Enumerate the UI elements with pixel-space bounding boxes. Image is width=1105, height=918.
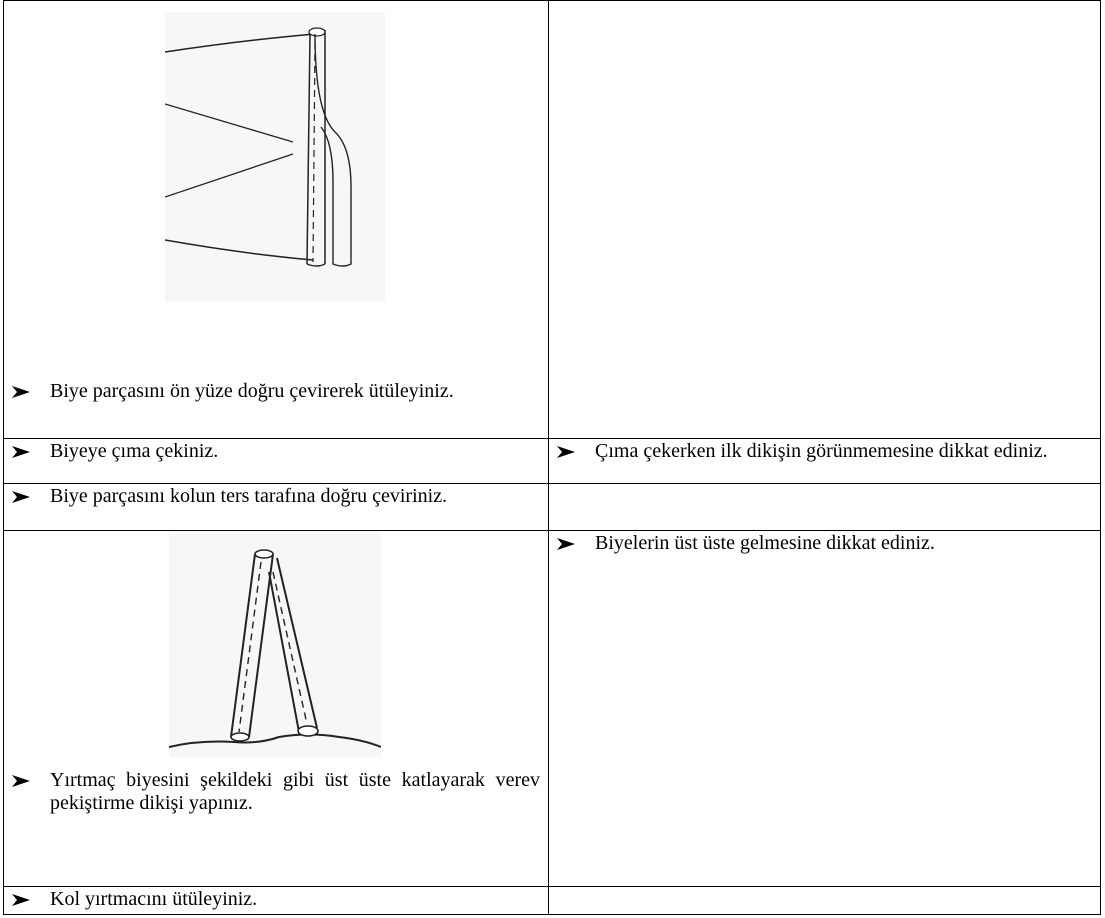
row: Kol yırtmacını ütüleyiniz. — [3, 886, 1101, 915]
cell: Biye parçasını ön yüze doğru çevirerek ü… — [3, 0, 549, 439]
cell: Biye parçasını kolun ters tarafına doğru… — [3, 483, 549, 531]
list-item: Biye parçasını kolun ters tarafına doğru… — [10, 485, 540, 508]
row: Biye parçasını kolun ters tarafına doğru… — [3, 483, 1101, 531]
figure-sleeve-binding — [165, 12, 385, 302]
note-text: Biyelerin üst üste gelmesine dikkat edin… — [595, 532, 935, 554]
bullet — [557, 538, 575, 550]
bullet — [12, 775, 30, 787]
cell: Kol yırtmacını ütüleyiniz. — [3, 886, 549, 915]
instruction-text: Kol yırtmacını ütüleyiniz. — [50, 888, 258, 910]
note-text: Çıma çekerken ilk dikişin görünmemesine … — [595, 440, 1048, 462]
row: Yırtmaç biyesini şekildeki gibi üst üste… — [3, 530, 1101, 887]
cell — [548, 886, 1101, 915]
instruction-text: Biye parçasını kolun ters tarafına doğru… — [50, 485, 448, 507]
instruction-text: Biye parçasını ön yüze doğru çevirerek ü… — [50, 380, 454, 402]
row: Biyeye çıma çekiniz. Çıma çekerken ilk d… — [3, 438, 1101, 484]
bullet — [557, 446, 575, 458]
list-item: Yırtmaç biyesini şekildeki gibi üst üste… — [10, 769, 540, 815]
bullet — [12, 491, 30, 503]
instruction-text: Biyeye çıma çekiniz. — [50, 440, 219, 462]
cell — [548, 0, 1101, 439]
cell: Çıma çekerken ilk dikişin görünmemesine … — [548, 438, 1101, 484]
list-item: Biye parçasını ön yüze doğru çevirerek ü… — [10, 380, 540, 403]
bullet — [12, 894, 30, 906]
list-item: Biyeye çıma çekiniz. — [10, 440, 540, 463]
instruction-text: Yırtmaç biyesini şekildeki gibi üst üste… — [50, 769, 540, 814]
cell: Biyelerin üst üste gelmesine dikkat edin… — [548, 530, 1101, 887]
list-item: Çıma çekerken ilk dikişin görünmemesine … — [555, 440, 1092, 463]
list-item: Kol yırtmacını ütüleyiniz. — [10, 888, 540, 911]
cell: Biyeye çıma çekiniz. — [3, 438, 549, 484]
row: Biye parçasını ön yüze doğru çevirerek ü… — [3, 0, 1101, 439]
bullet — [12, 386, 30, 398]
cell — [548, 483, 1101, 531]
cell: Yırtmaç biyesini şekildeki gibi üst üste… — [3, 530, 549, 887]
list-item: Biyelerin üst üste gelmesine dikkat edin… — [555, 532, 1092, 555]
instruction-table: Biye parçasını ön yüze doğru çevirerek ü… — [3, 0, 1101, 915]
bullet — [12, 446, 30, 458]
figure-placket-fold — [169, 532, 381, 757]
